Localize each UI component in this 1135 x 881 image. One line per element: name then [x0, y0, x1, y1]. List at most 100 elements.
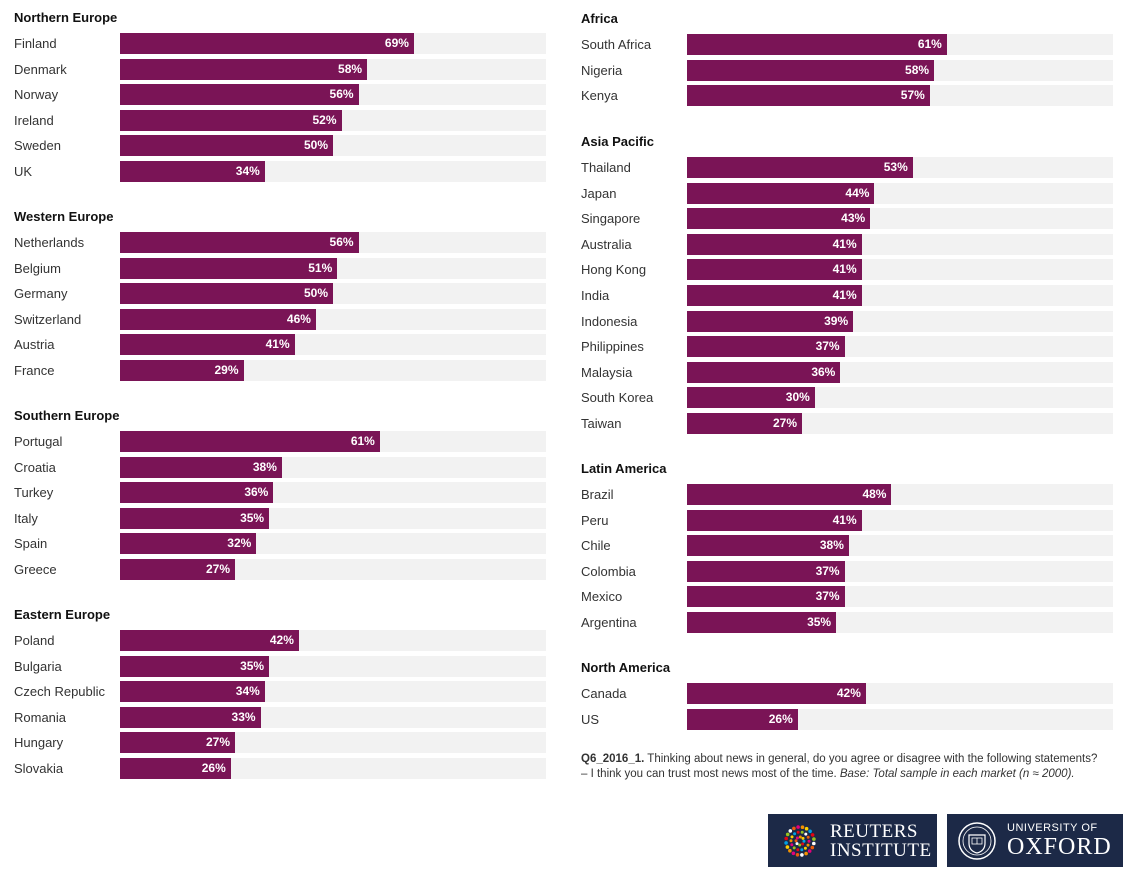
bar-row-sweden: Sweden 50%	[14, 135, 546, 157]
bar-ireland: 52%	[120, 109, 342, 131]
bar-chile: 38%	[687, 535, 849, 557]
value-label: 29%	[214, 363, 239, 377]
value-label: 41%	[832, 262, 857, 277]
country-label: France	[14, 363, 55, 378]
bar-track: 42%	[687, 683, 1113, 704]
reuters-institute-logo: REUTERS INSTITUTE	[768, 814, 937, 867]
bar-track: 50%	[120, 283, 546, 305]
bar-row-brazil: Brazil 48%	[581, 484, 1113, 505]
bar-row-canada: Canada 42%	[581, 683, 1113, 704]
country-label: Argentina	[581, 615, 637, 630]
bar-row-hungary: Hungary 27%	[14, 732, 546, 754]
bar-row-france: France 29%	[14, 360, 546, 381]
bar-track: 61%	[120, 431, 546, 452]
logo-dot	[785, 844, 790, 849]
bar-track: 48%	[687, 484, 1113, 505]
value-label: 61%	[350, 434, 375, 448]
region-title: Northern Europe	[14, 10, 118, 25]
logo-dot	[795, 852, 800, 857]
logo-dot	[788, 828, 793, 833]
bar-uk: 34%	[120, 161, 265, 182]
country-label: Italy	[14, 510, 38, 526]
country-label: Thailand	[581, 160, 631, 175]
bar-australia: 41%	[687, 233, 862, 255]
logo-dot	[810, 845, 815, 849]
bar-spain: 32%	[120, 533, 257, 555]
value-label: 41%	[832, 512, 857, 527]
bar-track: 50%	[120, 135, 546, 157]
country-label: Spain	[14, 536, 48, 552]
bar-track: 41%	[687, 509, 1113, 531]
logo-dot	[793, 831, 797, 835]
logo-dot	[796, 824, 800, 829]
reuters-dots-icon	[784, 824, 816, 857]
bar-row-malaysia: Malaysia 36%	[581, 361, 1113, 383]
value-label: 27%	[205, 562, 231, 576]
country-label: Taiwan	[581, 416, 622, 431]
bar-row-taiwan: Taiwan 27%	[581, 413, 1113, 434]
value-label: 27%	[772, 416, 798, 430]
country-label: Australia	[581, 236, 632, 252]
bar-norway: 56%	[120, 84, 359, 106]
bar-track: 58%	[120, 58, 546, 80]
country-label: Canada	[581, 686, 627, 701]
bar-row-norway: Norway 56%	[14, 84, 546, 106]
bar-row-chile: Chile 38%	[581, 535, 1113, 557]
bar-sweden: 50%	[120, 135, 333, 157]
region-title: Western Europe	[14, 209, 114, 224]
value-label: 35%	[240, 510, 265, 525]
country-label: Turkey	[14, 485, 54, 501]
country-label: US	[581, 711, 600, 727]
value-label: 56%	[329, 235, 354, 249]
bar-india: 41%	[687, 285, 862, 306]
value-label: 44%	[845, 185, 870, 200]
logo-dot	[800, 824, 805, 829]
bar-track: 41%	[687, 259, 1113, 281]
country-label: Norway	[14, 87, 59, 103]
region-title: Asia Pacific	[581, 134, 654, 149]
bar-germany: 50%	[120, 283, 333, 305]
university-of-oxford-logo: UNIVERSITY OF OXFORD	[947, 814, 1123, 867]
logo-dot	[784, 840, 788, 845]
bar-argentina: 35%	[687, 612, 837, 633]
logo-dot	[784, 836, 788, 840]
bar-row-netherlands: Netherlands 56%	[14, 232, 546, 253]
country-label: Malaysia	[581, 364, 633, 380]
country-label: Hong Kong	[581, 262, 647, 278]
logo-dot	[790, 842, 794, 846]
value-label: 38%	[819, 538, 844, 553]
country-label: Switzerland	[14, 311, 82, 327]
logo-dot	[806, 835, 810, 839]
bar-malaysia: 36%	[687, 361, 841, 383]
bar-track: 41%	[120, 334, 546, 356]
bar-track: 37%	[687, 586, 1113, 608]
logo-dot	[801, 842, 805, 845]
value-label: 56%	[329, 87, 354, 102]
value-label: 35%	[807, 615, 832, 629]
bar-row-czech-republic: Czech Republic 34%	[14, 681, 546, 703]
bar-row-indonesia: Indonesia 39%	[581, 310, 1113, 332]
value-label: 38%	[252, 459, 277, 474]
country-label: South Korea	[581, 390, 654, 406]
value-label: 37%	[815, 563, 840, 578]
logo-dot	[792, 845, 796, 849]
bar-indonesia: 39%	[687, 310, 854, 332]
logo-dot	[794, 838, 798, 842]
oxford-logo-line2: OXFORD	[1007, 834, 1112, 860]
logo-dot	[798, 843, 802, 846]
country-label: Germany	[14, 286, 68, 302]
country-label: Austria	[14, 337, 55, 353]
country-label: Denmark	[14, 61, 67, 77]
oxford-logo-line1: UNIVERSITY OF	[1007, 822, 1098, 834]
logo-dot	[804, 851, 808, 855]
bar-row-uk: UK 34%	[14, 161, 546, 182]
value-label: 34%	[235, 164, 260, 178]
bar-row-ireland: Ireland 52%	[14, 109, 546, 131]
country-label: Chile	[581, 538, 611, 554]
logo-dot	[792, 826, 796, 830]
bar-mexico: 37%	[687, 586, 845, 608]
bar-track: 35%	[687, 612, 1113, 633]
region-title: Eastern Europe	[14, 607, 111, 622]
bar-track: 35%	[120, 507, 546, 529]
bar-track: 39%	[687, 310, 1113, 332]
